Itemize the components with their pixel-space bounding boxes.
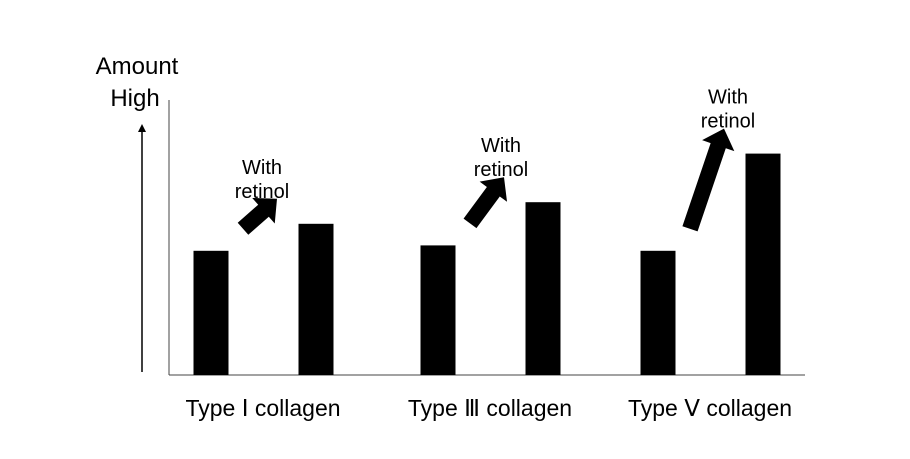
x-tick-label: Type Ⅰ collagen [185, 395, 340, 421]
bars-layer [193, 153, 781, 375]
increase-arrow [237, 197, 277, 235]
bar-baseline [193, 250, 229, 375]
bar-baseline [640, 250, 676, 375]
x-tick-label: Type Ⅴ collagen [628, 395, 792, 421]
annotation-with-retinol: With retinol [474, 135, 528, 181]
bar-with-retinol [525, 202, 561, 375]
increase-arrow [682, 128, 735, 232]
bar-baseline [420, 245, 456, 375]
annotation-with-retinol: With retinol [701, 87, 755, 133]
bar-with-retinol [298, 223, 334, 375]
y-axis-title: Amount [96, 53, 179, 80]
annotation-with-retinol: With retinol [235, 157, 289, 203]
y-axis-top-label: High [110, 85, 159, 112]
increase-arrows-layer [237, 128, 735, 235]
increase-arrow [463, 177, 508, 229]
labels-layer: With retinol Type Ⅰ collagen With retinol Typ… [185, 87, 792, 421]
x-tick-label: Type Ⅲ collagen [408, 395, 572, 421]
bar-with-retinol [745, 153, 781, 375]
